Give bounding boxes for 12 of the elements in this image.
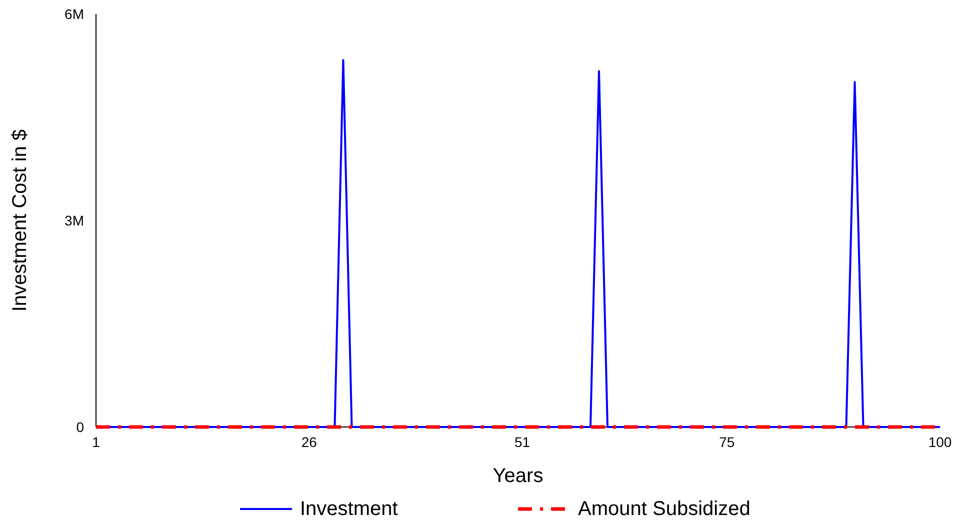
x-tick-label: 51 <box>514 434 530 450</box>
x-tick-label: 75 <box>719 434 735 450</box>
legend-label: Amount Subsidized <box>578 498 750 520</box>
x-tick-label: 26 <box>301 434 318 450</box>
legend-label: Investment <box>300 498 398 520</box>
y-tick-label: 3M <box>64 212 84 228</box>
x-axis-title: Years <box>492 465 544 487</box>
x-tick-label: 1 <box>92 434 100 450</box>
y-tick-label: 0 <box>76 419 84 435</box>
y-tick-label: 6M <box>64 6 84 22</box>
y-axis-title: Investment Cost in $ <box>9 129 31 312</box>
x-tick-label: 100 <box>928 434 952 450</box>
